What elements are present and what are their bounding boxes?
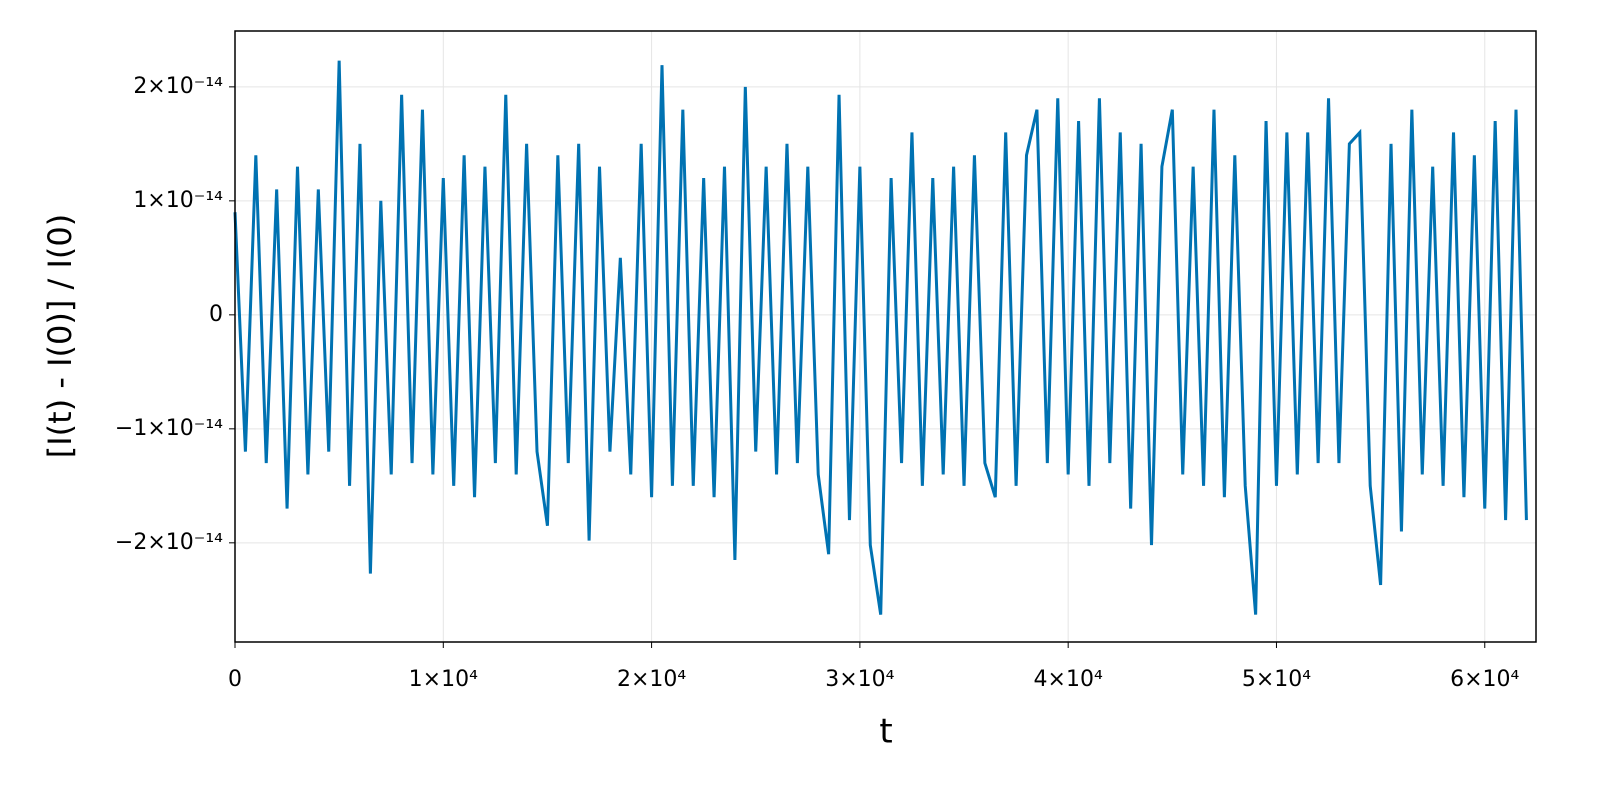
- x-tick-label: 5×10⁴: [1242, 667, 1311, 692]
- x-tick-label: 6×10⁴: [1450, 667, 1519, 692]
- y-tick-label: 0: [209, 302, 223, 327]
- y-tick-label: −1×10⁻¹⁴: [115, 416, 223, 441]
- x-tick-label: 3×10⁴: [825, 667, 894, 692]
- x-tick-label: 4×10⁴: [1034, 667, 1103, 692]
- x-tick-label: 1×10⁴: [409, 667, 478, 692]
- y-tick-label: 1×10⁻¹⁴: [133, 188, 223, 213]
- plot-frame: [234, 30, 1537, 643]
- x-tick-label: 2×10⁴: [617, 667, 686, 692]
- y-axis-label: [I(t) - I(0)] / I(0): [41, 214, 79, 458]
- y-tick-label: −2×10⁻¹⁴: [115, 530, 223, 555]
- data-line: [233, 60, 1528, 615]
- x-axis-label: t: [879, 712, 892, 752]
- y-tick-label: 2×10⁻¹⁴: [133, 74, 223, 99]
- x-tick-label: 0: [228, 667, 242, 692]
